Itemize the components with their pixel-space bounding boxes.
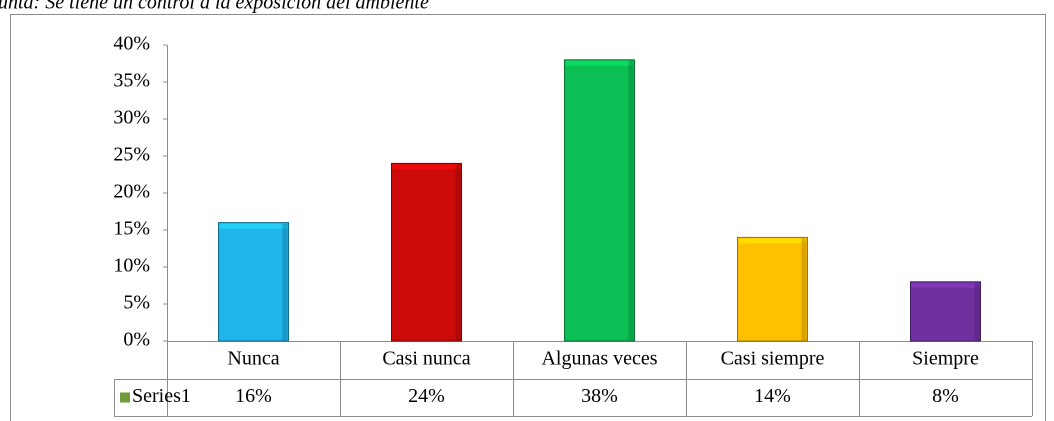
- bar: [218, 222, 289, 342]
- bar: [564, 59, 635, 342]
- bar-bevel: [628, 60, 634, 342]
- bar-bevel: [911, 282, 980, 288]
- value-label: 24%: [408, 385, 445, 407]
- y-tick-label: 40%: [113, 33, 150, 55]
- bar: [737, 236, 808, 342]
- value-label: 38%: [581, 385, 618, 407]
- y-tick-label: 5%: [123, 292, 150, 314]
- bar-bevel: [974, 282, 980, 341]
- x-tick-label: Nunca: [227, 348, 279, 370]
- x-tick-label: Casi siempre: [721, 348, 825, 370]
- chart-frame: [10, 14, 1046, 421]
- y-tick-label: 35%: [113, 70, 150, 92]
- value-label: 8%: [932, 385, 959, 407]
- y-tick-label: 15%: [113, 218, 150, 240]
- y-tick-label: 10%: [113, 255, 150, 277]
- legend-marker: [120, 392, 130, 403]
- bar: [391, 162, 462, 342]
- bar: [910, 281, 981, 342]
- value-label: 14%: [754, 385, 791, 407]
- bar-bevel: [219, 223, 288, 229]
- y-tick-label: 20%: [113, 181, 150, 203]
- value-label: 16%: [235, 385, 272, 407]
- bar-bevel: [455, 164, 461, 341]
- title-background: [0, 0, 1054, 14]
- chart-title: unta: Se tiene un control a la exposició…: [0, 0, 429, 14]
- bar-bevel: [738, 238, 807, 244]
- x-tick-label: Algunas veces: [541, 348, 657, 370]
- y-tick-label: 0%: [123, 329, 150, 351]
- bar-bevel: [392, 164, 461, 170]
- y-tick-label: 30%: [113, 107, 150, 129]
- bar-bevel: [282, 223, 288, 341]
- x-tick-label: Siempre: [912, 348, 979, 370]
- bar-bevel: [801, 238, 807, 341]
- bar-bevel: [565, 60, 634, 66]
- x-tick-label: Casi nunca: [382, 348, 470, 370]
- legend-label: Series1: [132, 385, 191, 407]
- y-tick-label: 25%: [113, 144, 150, 166]
